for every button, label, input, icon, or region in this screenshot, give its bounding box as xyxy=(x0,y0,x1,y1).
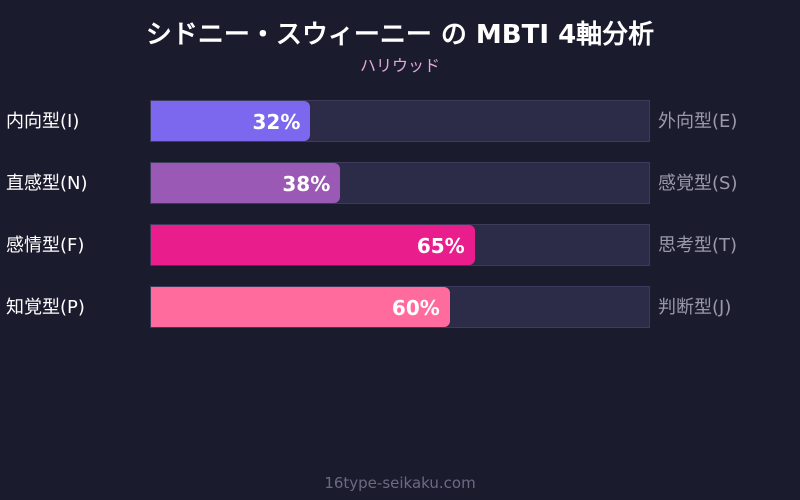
right-label-pj: 判断型(J) xyxy=(658,297,732,318)
bar-fill-ie: 32% xyxy=(151,101,311,141)
bar-track-ft: 65% xyxy=(150,224,650,266)
bar-track-pj: 60% xyxy=(150,286,650,328)
bar-value-ft: 65% xyxy=(416,234,465,258)
left-label-ft: 感情型(F) xyxy=(6,235,85,256)
bar-row-pj: 知覚型(P) 60% 判断型(J) xyxy=(0,286,800,330)
footer-source: 16type-seikaku.com xyxy=(324,474,476,492)
bar-track-ie: 32% xyxy=(150,100,650,142)
bar-row-ie: 内向型(I) 32% 外向型(E) xyxy=(0,100,800,144)
chart-title: シドニー・スウィーニー の MBTI 4軸分析 xyxy=(145,20,655,50)
bar-fill-pj: 60% xyxy=(151,287,450,327)
right-label-ns: 感覚型(S) xyxy=(658,173,738,194)
chart-subtitle: ハリウッド xyxy=(359,56,440,75)
bar-track-ns: 38% xyxy=(150,162,650,204)
bar-value-ns: 38% xyxy=(282,172,331,196)
bar-fill-ft: 65% xyxy=(151,225,475,265)
bar-value-pj: 60% xyxy=(391,296,440,320)
bar-row-ft: 感情型(F) 65% 思考型(T) xyxy=(0,224,800,268)
left-label-ns: 直感型(N) xyxy=(6,173,88,194)
bar-value-ie: 32% xyxy=(252,110,301,134)
bar-fill-ns: 38% xyxy=(151,163,341,203)
left-label-ie: 内向型(I) xyxy=(6,111,80,132)
left-label-pj: 知覚型(P) xyxy=(6,297,85,318)
right-label-ft: 思考型(T) xyxy=(658,235,738,256)
right-label-ie: 外向型(E) xyxy=(658,111,738,132)
bar-row-ns: 直感型(N) 38% 感覚型(S) xyxy=(0,162,800,206)
